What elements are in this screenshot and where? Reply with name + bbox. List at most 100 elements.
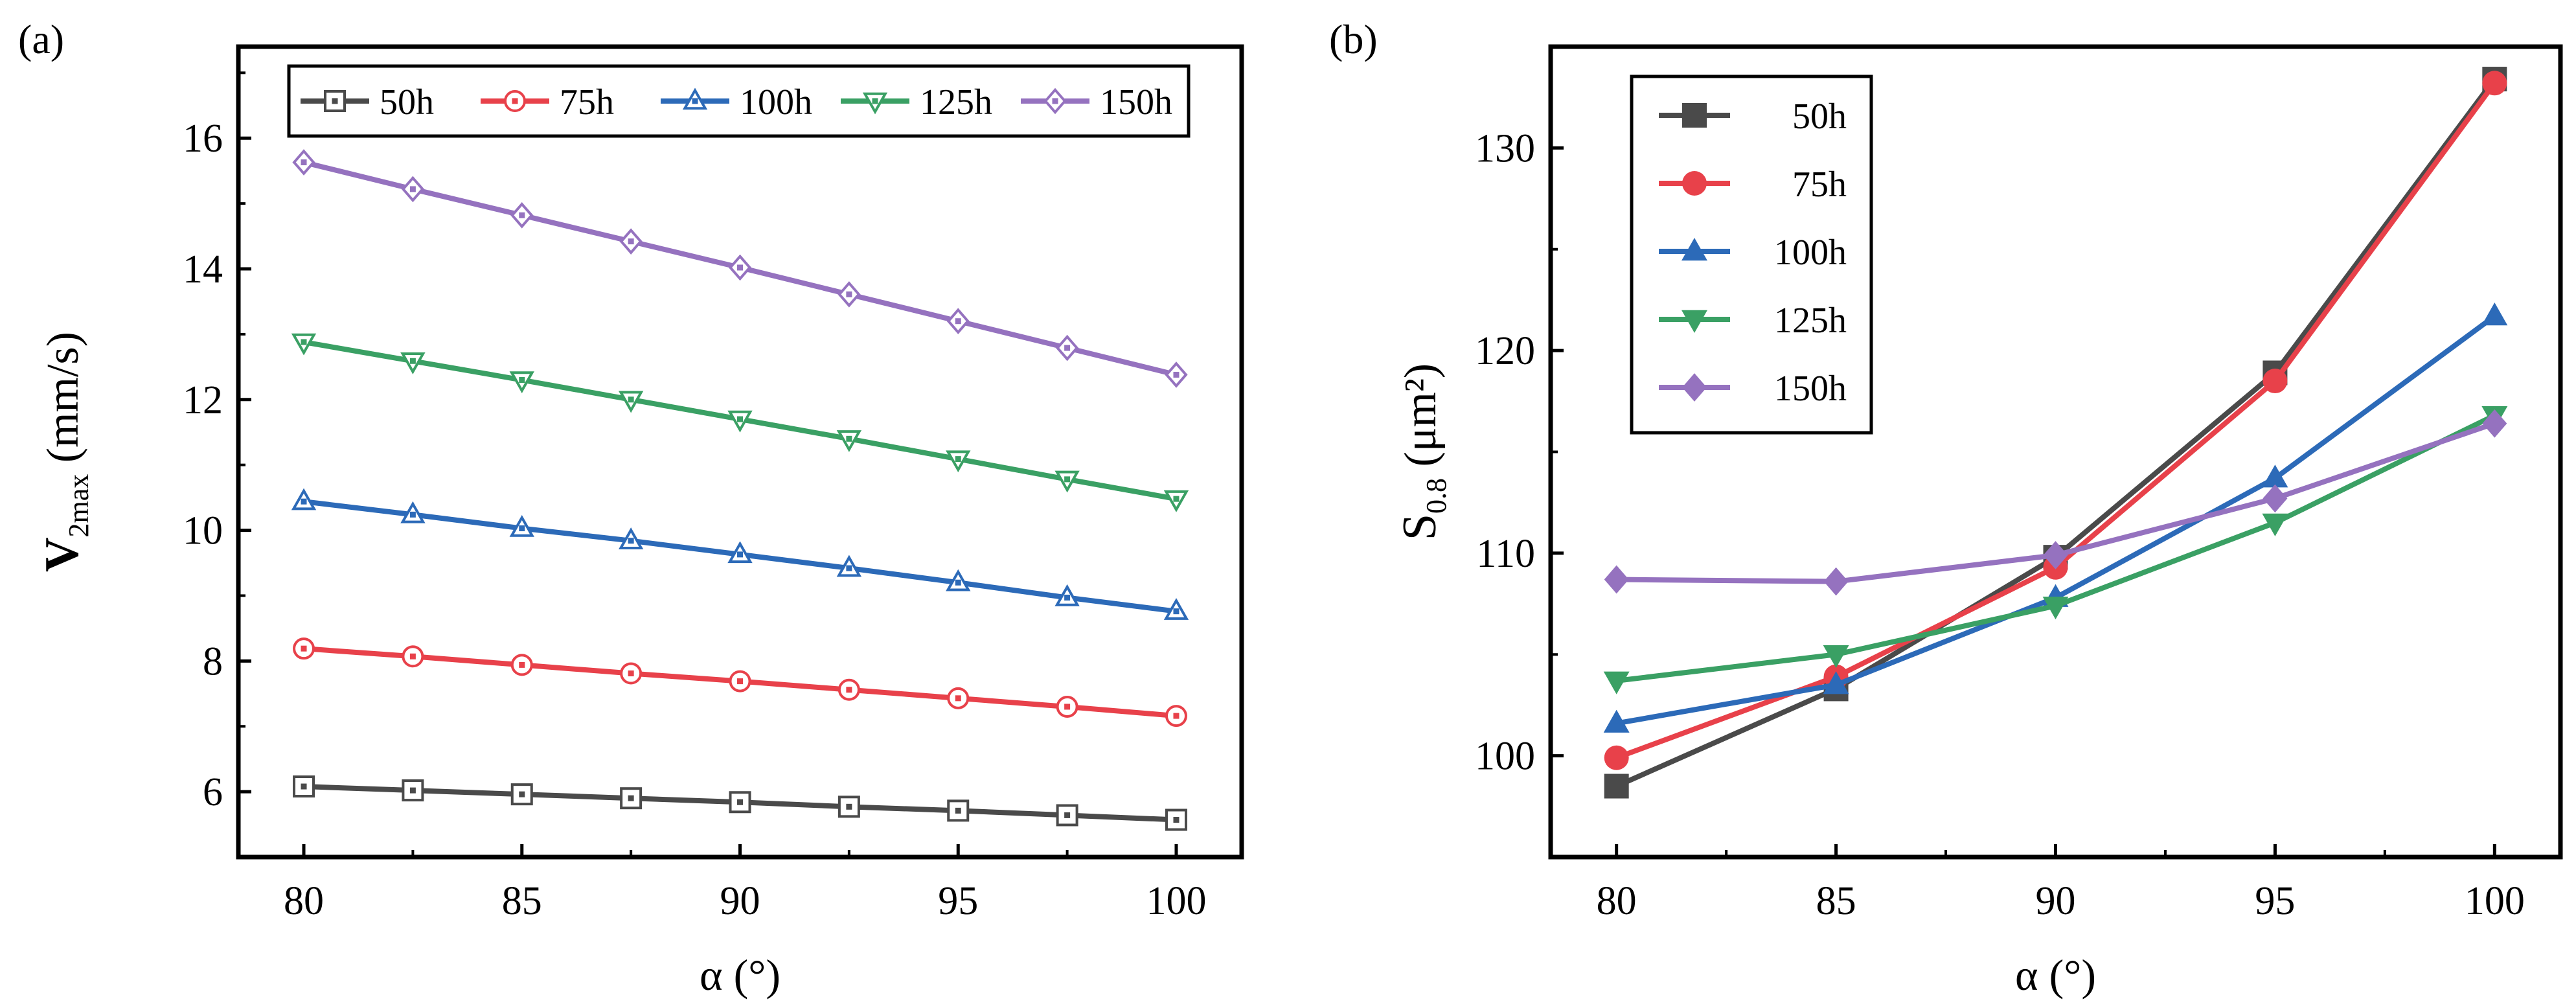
legend-item: 125h [1659, 301, 1847, 341]
y-axis-title: V2max (mm/s) [36, 332, 95, 572]
data-point [2482, 409, 2507, 438]
x-axis-title: α (°) [2015, 950, 2096, 1000]
legend-label: 125h [1774, 301, 1847, 341]
data-point [1163, 490, 1189, 512]
legend-label: 75h [1792, 165, 1847, 205]
data-point [291, 488, 317, 510]
data-point [2263, 484, 2288, 513]
legend-item: 50h [301, 82, 434, 122]
data-point [293, 637, 315, 660]
legend-marker [862, 92, 888, 115]
data-point [728, 254, 752, 281]
legend-item: 125h [841, 82, 992, 122]
legend-item: 150h [1659, 369, 1847, 409]
data-point [727, 541, 753, 564]
legend-box [1630, 74, 1873, 435]
legend-marker [1682, 171, 1707, 196]
data-point [400, 352, 426, 374]
y-axis-ticks: 100 110 120 130 [1475, 126, 1564, 779]
y-tick-label: 6 [203, 770, 223, 814]
legend-label: 50h [380, 82, 434, 122]
series-125h [1603, 406, 2508, 694]
data-point [836, 555, 862, 577]
data-point [947, 799, 970, 822]
legend-marker [682, 87, 708, 110]
legend-item: 75h [481, 82, 614, 122]
chart-panel-b: (b) 80 85 90 95 100 100 110 120 130 α (°) S0.8 (μm²… [1329, 16, 2563, 1000]
data-point [1054, 584, 1080, 606]
y-tick-label: 16 [183, 117, 223, 161]
data-point [1603, 671, 1630, 694]
data-point [1055, 334, 1079, 361]
data-point [618, 391, 644, 413]
legend-marker [324, 90, 346, 112]
y-tick-label: 110 [1476, 532, 1535, 576]
data-point [1163, 598, 1189, 620]
data-point [509, 371, 534, 394]
data-point [838, 796, 860, 818]
data-point [2262, 464, 2288, 488]
data-point [1165, 361, 1188, 388]
x-tick-label: 85 [502, 879, 542, 923]
data-point [401, 176, 425, 203]
data-point [838, 281, 861, 308]
legend-label: 100h [740, 82, 812, 122]
data-point [1054, 470, 1080, 493]
data-point [509, 514, 534, 537]
data-point [836, 430, 862, 452]
plot-frame [236, 44, 1244, 860]
legend: 50h 75h 100h 125h 150h [1630, 74, 1873, 435]
y-tick-label: 120 [1475, 329, 1535, 373]
x-tick-label: 90 [720, 879, 760, 923]
y-axis-title: S0.8 (μm²) [1393, 363, 1452, 540]
legend-marker [1043, 87, 1067, 115]
data-point [510, 783, 533, 806]
y-axis-title-main: S [1393, 514, 1446, 540]
data-point [1165, 705, 1187, 727]
legend-marker [1682, 103, 1707, 128]
x-tick-label: 95 [2255, 879, 2295, 923]
legend: 50h 75h 100h 125h 150h [287, 64, 1191, 138]
x-tick-label: 95 [938, 879, 978, 923]
data-point [400, 501, 426, 523]
data-point [402, 779, 424, 802]
legend-item: 150h [1021, 82, 1172, 122]
data-point [618, 527, 644, 549]
y-tick-label: 10 [183, 509, 223, 553]
y-axis-ticks: 6 8 10 12 14 16 [183, 71, 251, 814]
panel-label: (a) [18, 16, 64, 62]
panel-label: (b) [1329, 16, 1378, 62]
x-axis-ticks: 80 85 90 95 100 [1597, 844, 2525, 923]
y-tick-label: 130 [1475, 126, 1535, 170]
data-point [2262, 513, 2288, 536]
x-tick-label: 85 [1816, 879, 1856, 923]
legend-label: 150h [1100, 82, 1172, 122]
data-point [2042, 596, 2069, 620]
data-point [1604, 773, 1629, 799]
data-point [1603, 709, 1630, 733]
legend-item: 50h [1659, 97, 1847, 137]
legend-item: 100h [1659, 233, 1847, 273]
data-point [293, 775, 315, 798]
data-point [2263, 369, 2288, 394]
y-axis-title-unit: (μm²) [1396, 363, 1446, 478]
data-point [1823, 645, 1849, 669]
legend-label: 75h [560, 82, 614, 122]
y-axis-title-sub: 0.8 [1420, 478, 1452, 514]
series-150h [292, 149, 1188, 388]
series-100h [291, 488, 1189, 620]
data-point [292, 149, 315, 176]
data-point [946, 450, 971, 473]
data-point [291, 333, 317, 356]
data-point [619, 228, 643, 255]
legend-label: 125h [920, 82, 992, 122]
x-axis-ticks: 80 85 90 95 100 [284, 844, 1206, 923]
data-point [620, 787, 643, 810]
y-axis-title-unit: (mm/s) [38, 332, 88, 474]
x-tick-label: 80 [1597, 879, 1637, 923]
data-point [1823, 671, 1849, 694]
x-tick-label: 80 [284, 879, 324, 923]
legend-marker [504, 90, 526, 112]
data-point [1056, 695, 1078, 718]
data-point [729, 670, 751, 693]
